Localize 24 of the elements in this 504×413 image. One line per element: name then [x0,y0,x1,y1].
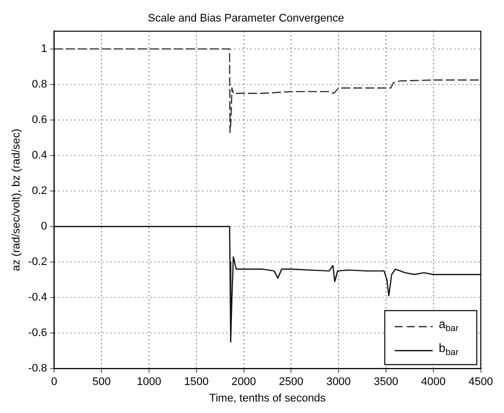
line-series [54,48,481,134]
x-tick-label: 4500 [468,376,494,388]
x-tick-label: 4000 [421,376,446,388]
x-tick-label: 2000 [232,376,256,388]
y-tick-label: 0.6 [32,114,48,126]
y-tick-label: -0.4 [28,292,48,304]
x-tick-label: 3500 [374,376,398,388]
x-tick-label: 500 [92,376,111,388]
y-axis-title: az (rad/sec/volt), bz (rad/sec) [10,128,23,272]
chart-title: Scale and Bias Parameter Convergence [148,12,344,25]
x-tick-label: 0 [51,376,58,388]
x-tick-label: 2500 [278,376,304,388]
x-tick-label: 1000 [136,376,162,388]
x-axis-title: Time, tenths of seconds [209,392,326,404]
y-tick-label: 0.4 [32,150,48,162]
y-tick-label: 0 [41,220,48,233]
y-tick-label: 0.8 [32,78,48,91]
y-tick-label: -0.8 [28,362,48,375]
x-tick-label: 3000 [326,376,351,388]
y-tick-label: -0.2 [28,256,48,268]
y-tick-label: 1 [41,42,48,55]
y-tick-label: 0.2 [32,185,48,198]
x-tick-label: 1500 [184,376,209,388]
y-tick-label: -0.6 [28,327,48,340]
